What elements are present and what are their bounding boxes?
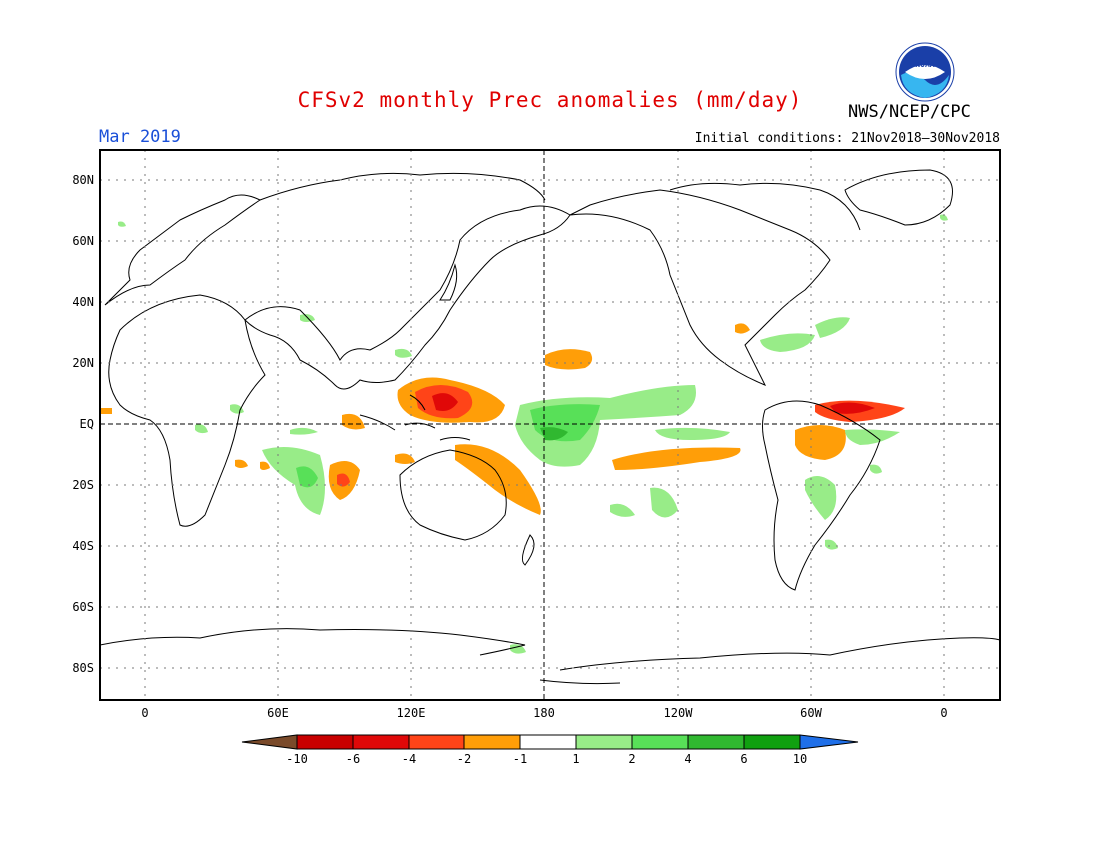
coastline-south-america xyxy=(762,400,881,591)
anomaly-west-pacific-neg xyxy=(397,377,505,423)
map-title: CFSv2 monthly Prec anomalies (mm/day) xyxy=(297,88,803,112)
lat-label: 80S xyxy=(72,661,94,675)
latitude-labels: 80N 60N 40N 20N EQ 20S 40S 60S 80S xyxy=(72,173,94,675)
coastlines xyxy=(99,169,1001,685)
anomaly-gulf-neg xyxy=(735,323,750,334)
anomaly-australia-ne-neg xyxy=(455,444,541,515)
anomaly-amazon-neg xyxy=(795,425,846,460)
colorbar-bin xyxy=(352,734,410,750)
colorbar-high-arrow xyxy=(799,734,859,750)
lon-label: 0 xyxy=(141,706,148,720)
initial-conditions: Initial conditions: 21Nov2018–30Nov2018 xyxy=(694,131,1000,146)
longitude-labels: 0 60E 120E 180 120W 60W 0 xyxy=(141,706,947,720)
colorbar-label: 6 xyxy=(740,752,747,766)
coastline-europe xyxy=(104,194,261,306)
lat-label: 60N xyxy=(72,234,94,248)
anomaly-indian-ocean-pos xyxy=(262,446,325,515)
lat-label: 40N xyxy=(72,295,94,309)
colorbar-label: -2 xyxy=(457,752,471,766)
coastline-north-america xyxy=(569,189,831,386)
anomaly-central-pacific-pos xyxy=(515,385,696,467)
colorbar-label: 2 xyxy=(628,752,635,766)
svg-text:NOAA: NOAA xyxy=(915,60,934,69)
forecast-month: Mar 2019 xyxy=(99,127,181,147)
colorbar-bin xyxy=(408,734,465,750)
colorbar-label: -6 xyxy=(346,752,360,766)
anomaly-philippines-strong-neg xyxy=(415,385,473,419)
coastline-asia xyxy=(244,205,571,390)
lon-label: 60E xyxy=(267,706,289,720)
colorbar-bin xyxy=(575,734,633,750)
colorbar-bin xyxy=(519,734,577,750)
anomaly-north-pacific-neg xyxy=(545,349,593,370)
lat-label: 80N xyxy=(72,173,94,187)
anomaly-indonesia-neg xyxy=(342,413,365,430)
colorbar-bin xyxy=(743,734,801,750)
anomaly-brazil-pos xyxy=(805,476,837,520)
lat-label: EQ xyxy=(80,417,94,431)
anomaly-atlantic-eq-neg xyxy=(815,400,905,422)
lon-label: 180 xyxy=(533,706,555,720)
colorbar-bin xyxy=(631,734,689,750)
coastline-greenland xyxy=(844,169,953,226)
lat-label: 40S xyxy=(72,539,94,553)
lat-label: 60S xyxy=(72,600,94,614)
colorbar-label: -4 xyxy=(402,752,416,766)
coastline-australia xyxy=(399,449,507,541)
map-frame xyxy=(99,149,1001,701)
coastline-antarctica xyxy=(99,628,1001,671)
colorbar-bin xyxy=(463,734,521,750)
reference-lines xyxy=(100,150,1000,700)
colorbar-label: 4 xyxy=(684,752,691,766)
grid-lines xyxy=(100,150,1000,700)
coastline-africa xyxy=(108,294,266,527)
precip-anomaly-fields xyxy=(100,214,948,654)
noaa-logo: NOAA xyxy=(895,42,955,102)
anomaly-south-pacific-pos xyxy=(655,427,730,440)
colorbar-labels: -10 -6 -4 -2 -1 1 2 4 6 10 xyxy=(286,752,807,766)
colorbar-bin xyxy=(687,734,745,750)
colorbar-label: 10 xyxy=(793,752,807,766)
anomaly-indian-ocean-neg xyxy=(328,461,360,500)
anomaly-south-pacific-neg xyxy=(612,447,741,470)
lon-label: 60W xyxy=(800,706,822,720)
lon-label: 0 xyxy=(940,706,947,720)
colorbar-label: -10 xyxy=(286,752,308,766)
lat-label: 20S xyxy=(72,478,94,492)
colorbar-label: -1 xyxy=(513,752,527,766)
lon-label: 120E xyxy=(397,706,426,720)
lon-label: 120W xyxy=(664,706,694,720)
colorbar-low-arrow xyxy=(241,734,298,750)
agency-label: NWS/NCEP/CPC xyxy=(848,102,971,122)
colorbar-label: 1 xyxy=(572,752,579,766)
lat-label: 20N xyxy=(72,356,94,370)
colorbar-bin xyxy=(296,734,354,750)
anomaly-north-atlantic-pos xyxy=(760,333,815,352)
colorbar xyxy=(241,734,859,750)
